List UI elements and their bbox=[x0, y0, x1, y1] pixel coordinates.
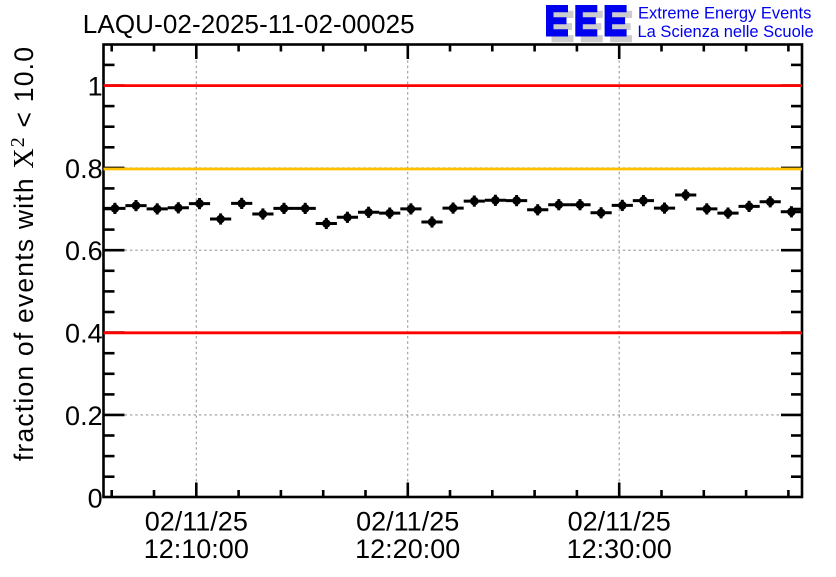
svg-text:1: 1 bbox=[88, 72, 103, 102]
svg-text:0.2: 0.2 bbox=[65, 401, 103, 431]
svg-text:02/11/25: 02/11/25 bbox=[356, 506, 459, 536]
svg-text:La Scienza nelle Scuole: La Scienza nelle Scuole bbox=[638, 23, 814, 41]
svg-text:0.6: 0.6 bbox=[65, 236, 103, 266]
svg-text:0.8: 0.8 bbox=[65, 154, 103, 184]
svg-text:02/11/25: 02/11/25 bbox=[145, 506, 248, 536]
svg-text:Extreme Energy Events: Extreme Energy Events bbox=[638, 5, 811, 23]
svg-text:12:10:00: 12:10:00 bbox=[144, 534, 249, 564]
svg-text:0.4: 0.4 bbox=[65, 319, 103, 349]
svg-text:LAQU-02-2025-11-02-00025: LAQU-02-2025-11-02-00025 bbox=[83, 9, 415, 39]
svg-text:0: 0 bbox=[88, 483, 103, 513]
svg-text:12:30:00: 12:30:00 bbox=[567, 534, 672, 564]
svg-text:fraction of events with X2 < 1: fraction of events with X2 < 10.0 bbox=[7, 46, 40, 461]
svg-text:12:20:00: 12:20:00 bbox=[355, 534, 460, 564]
svg-text:02/11/25: 02/11/25 bbox=[568, 506, 671, 536]
